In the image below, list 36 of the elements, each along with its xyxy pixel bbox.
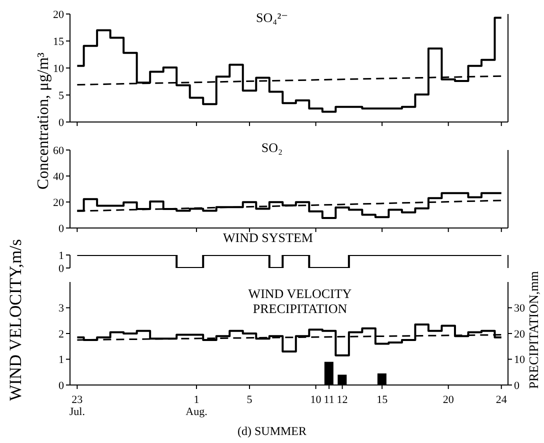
y-tick-label: 2	[58, 328, 64, 340]
y-tick-label: 1	[58, 354, 64, 366]
y2-tick-label: 30	[514, 302, 526, 315]
y-axis-title: WIND VELOCITY,m/s	[6, 239, 26, 401]
y-tick-label: 0	[58, 262, 64, 275]
y-tick-label: 40	[53, 170, 64, 183]
x-tick-label: 10	[310, 394, 322, 406]
x-tick-label: 15	[376, 394, 388, 406]
x-tick-label: 12	[336, 394, 348, 406]
x-tick-label: 24	[496, 394, 508, 406]
chart-title: SO₂	[261, 140, 283, 155]
y-tick-label: 1	[58, 250, 64, 262]
x-tick-label: 5	[246, 394, 253, 406]
text: (d) SUMMER	[237, 424, 307, 439]
y-tick-label: 0	[58, 222, 64, 235]
y-tick-label: 15	[53, 36, 64, 48]
y-tick-label: 3	[58, 302, 64, 315]
x-tick-label: 11	[324, 394, 334, 406]
y-tick-label: 20	[53, 196, 64, 209]
x-tick-label: 20	[442, 394, 454, 406]
y-tick-label: 5	[58, 90, 64, 102]
x-tick-label: 23 Jul.	[69, 394, 86, 418]
chart-title: SO₄²⁻	[256, 10, 288, 25]
chart-title: WIND SYSTEM	[223, 230, 313, 245]
x-tick-label: 1 Aug.	[186, 394, 208, 418]
text: WIND VELOCITY PRECIPITATION	[248, 286, 352, 316]
y-tick-label: 0	[58, 380, 64, 392]
y-tick-label: 10	[53, 62, 64, 75]
y-tick-label: 0	[58, 116, 64, 129]
y2-axis-title: PRECIPITATION,mm	[526, 271, 542, 389]
y2-tick-label: 10	[514, 354, 526, 366]
y2-tick-label: 0	[514, 380, 520, 392]
y-axis-title: Concentration, μg/m³	[35, 52, 53, 190]
y2-tick-label: 20	[514, 328, 526, 340]
y-tick-label: 20	[53, 8, 64, 21]
y-tick-label: 60	[53, 144, 64, 157]
